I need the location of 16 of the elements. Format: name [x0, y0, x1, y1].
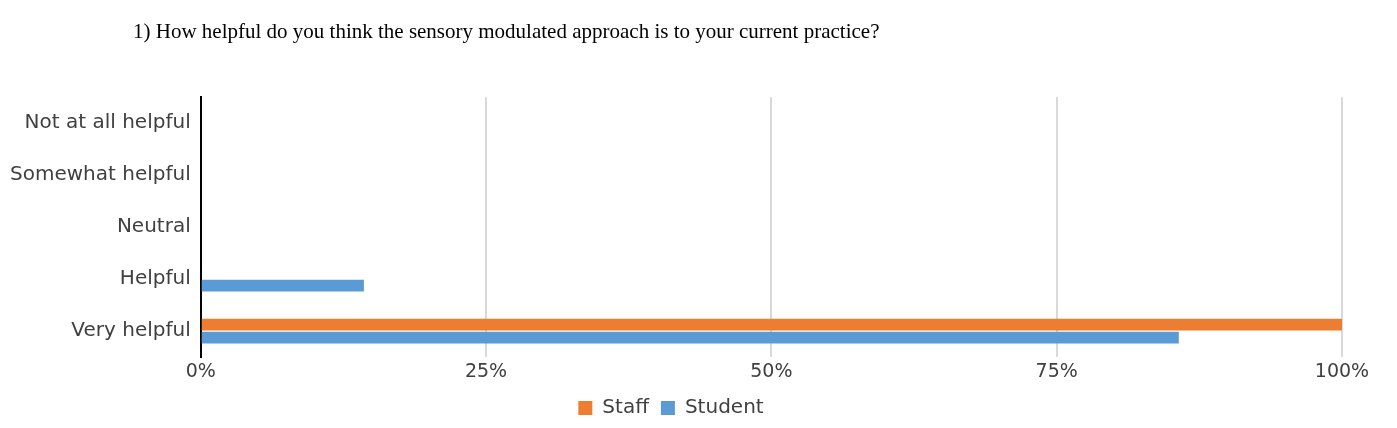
y-tick-label: Helpful — [119, 265, 191, 290]
bar — [201, 331, 1179, 344]
y-tick-label: Neutral — [116, 213, 191, 238]
bar — [201, 279, 364, 292]
legend-label: Student — [684, 394, 764, 419]
x-tick-label: 100% — [1314, 358, 1370, 381]
legend-label: Staff — [602, 394, 651, 419]
chart-title: 1) How helpful do you think the sensory modulated approach is to your current practice? — [133, 19, 880, 44]
y-tick-label: Very helpful — [71, 317, 191, 342]
x-tick-label: 75% — [1035, 358, 1078, 381]
bar — [201, 318, 1342, 331]
x-tick-label: 50% — [750, 358, 793, 381]
y-tick-label: Not at all helpful — [24, 109, 191, 134]
x-tick-label: 0% — [185, 358, 216, 381]
x-tick-label: 25% — [464, 358, 508, 381]
y-tick-label: Somewhat helpful — [9, 161, 191, 186]
